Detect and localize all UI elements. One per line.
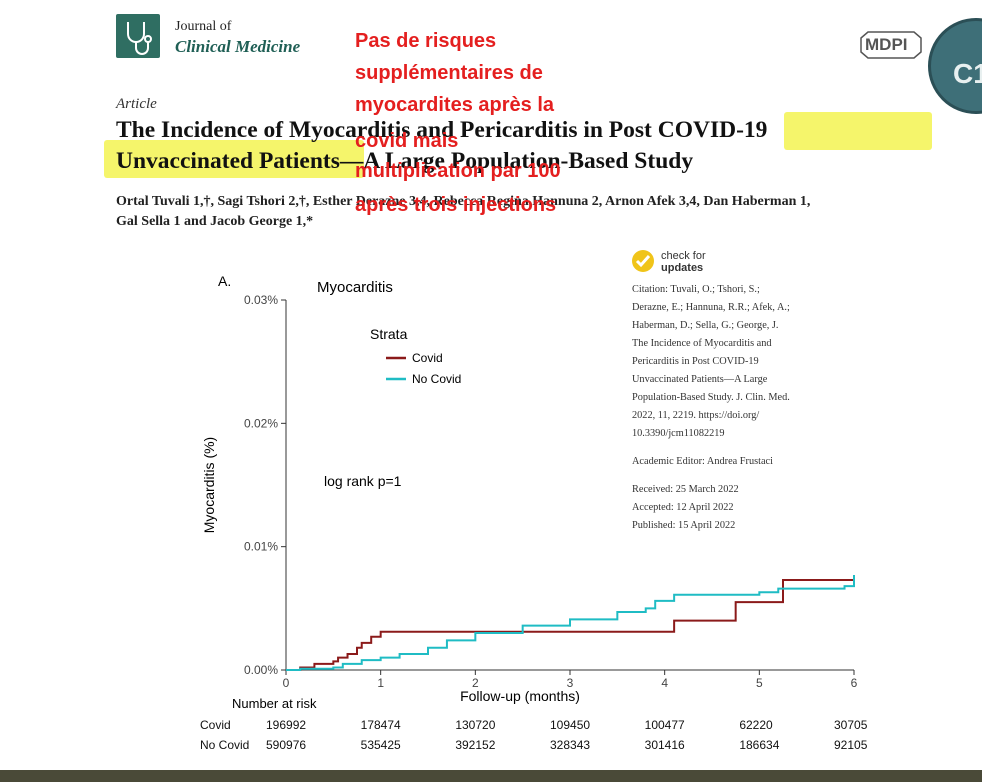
x-axis-label: Follow-up (months) (460, 688, 580, 704)
citation-line: Pericarditis in Post COVID-19 (632, 356, 759, 367)
risk-table-title: Number at risk (232, 696, 317, 711)
badge-label: C1 (953, 58, 982, 89)
window-bottom-edge (0, 770, 982, 782)
citation-line: Derazne, E.; Hannuna, R.R.; Afek, A.; (632, 302, 790, 313)
risk-cell: 392152 (455, 738, 496, 752)
y-tick-label: 0.00% (244, 663, 278, 677)
y-axis-label: Myocarditis (%) (201, 437, 217, 533)
article-type: Article (116, 96, 157, 112)
legend-title: Strata (370, 326, 408, 342)
risk-cell: 590976 (266, 738, 307, 752)
paper-title-line1: The Incidence of Myocarditis and Pericar… (116, 117, 768, 143)
mdpi-logo: MDPI (858, 30, 924, 60)
annotation-line: supplémentaires de (355, 62, 543, 84)
risk-cell: 196992 (266, 718, 307, 732)
x-tick-label: 5 (756, 676, 763, 690)
check-updates-icon[interactable] (630, 248, 656, 274)
annotation-line: Pas de risques (355, 30, 497, 52)
annotation-line: multiplication par 100 (355, 160, 561, 182)
check-updates-label[interactable]: check for updates (661, 250, 706, 274)
highlight-unvaccinated (104, 140, 364, 178)
x-tick-label: 6 (851, 676, 858, 690)
annotation-line: covid mais (355, 130, 459, 152)
x-tick-label: 2 (472, 676, 479, 690)
y-tick-label: 0.02% (244, 416, 278, 430)
x-tick-label: 3 (567, 676, 574, 690)
journal-name-line2: Clinical Medicine (175, 37, 301, 56)
risk-row-label-no-covid: No Covid (200, 738, 250, 752)
annotation-line: après trois injections (355, 194, 557, 216)
risk-cell: 30705 (834, 718, 868, 732)
authors-line1: Ortal Tuvali 1,†, Sagi Tshori 2,†, Esthe… (116, 194, 811, 209)
risk-cell: 62220 (739, 718, 773, 732)
risk-cell: 100477 (644, 718, 685, 732)
date-published: Published: 15 April 2022 (632, 520, 736, 531)
date-received: Received: 25 March 2022 (632, 484, 739, 495)
mdpi-label: MDPI (865, 35, 908, 54)
risk-cell: 535425 (360, 738, 401, 752)
citation-line: Population-Based Study. J. Clin. Med. (632, 392, 790, 403)
risk-cell: 186634 (739, 738, 780, 752)
series-line-covid (286, 577, 855, 671)
risk-cell: 178474 (360, 718, 401, 732)
x-tick-label: 0 (283, 676, 290, 690)
x-tick-label: 1 (377, 676, 384, 690)
y-tick-label: 0.01% (244, 540, 278, 554)
legend-label-no-covid: No Covid (412, 372, 461, 386)
authors-line2: Gal Sella 1 and Jacob George 1,* (116, 214, 314, 229)
x-tick-label: 4 (661, 676, 668, 690)
log-rank-annotation: log rank p=1 (324, 473, 402, 489)
risk-cell: 109450 (550, 718, 591, 732)
journal-name-line1: Journal of (175, 19, 232, 34)
panel-letter: A. (218, 273, 231, 289)
check-updates-line2: updates (661, 262, 704, 274)
risk-cell: 301416 (644, 738, 685, 752)
citation-line: The Incidence of Myocarditis and (632, 338, 772, 349)
risk-row-label-covid: Covid (200, 718, 231, 732)
risk-cell: 328343 (550, 738, 591, 752)
citation-line: Citation: Tuvali, O.; Tshori, S.; (632, 284, 760, 295)
paper-title-line2: Unvaccinated Patients—A Large Population… (116, 148, 694, 174)
stethoscope-icon (127, 22, 152, 55)
risk-cell: 130720 (455, 718, 496, 732)
citation-doi[interactable]: 10.3390/jcm11082219 (632, 428, 725, 439)
citation-line: 2022, 11, 2219. https://doi.org/ (632, 410, 760, 421)
date-accepted: Accepted: 12 April 2022 (632, 502, 734, 513)
annotation-line: myocardites après la (355, 94, 554, 116)
risk-cell: 92105 (834, 738, 868, 752)
check-updates-line1: check for (661, 250, 706, 262)
citation-line: Unvaccinated Patients—A Large (632, 374, 768, 385)
myocarditis-chart: A. Myocarditis Strata Covid No Covid log… (201, 273, 858, 711)
chart-title: Myocarditis (317, 279, 393, 296)
legend-label-covid: Covid (412, 351, 443, 365)
academic-editor: Academic Editor: Andrea Frustaci (632, 456, 773, 467)
highlight-covid19 (784, 112, 932, 150)
citation-line: Haberman, D.; Sella, G.; George, J. (632, 320, 779, 331)
y-tick-label: 0.03% (244, 293, 278, 307)
series-line-no-covid (286, 575, 855, 671)
journal-logo (116, 14, 160, 58)
